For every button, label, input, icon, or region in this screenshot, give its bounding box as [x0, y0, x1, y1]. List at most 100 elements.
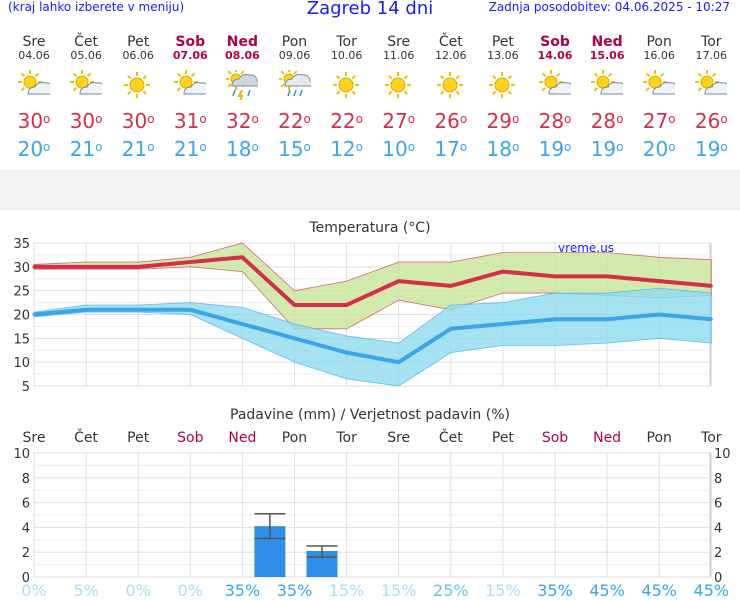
- day-name: Pon: [646, 34, 672, 50]
- max-temperature-point: [657, 279, 661, 283]
- min-temperature: 21o: [69, 137, 103, 161]
- max-temperature: 26o: [694, 109, 728, 133]
- day-column: Sre 04.06 30o 20o: [8, 34, 60, 160]
- max-temperature: 30o: [121, 109, 155, 133]
- sun-cloud-icon: [633, 70, 685, 100]
- precipitation-day-label: Sob: [542, 430, 568, 446]
- day-date: 10.06: [330, 49, 363, 62]
- day-date: 14.06: [537, 49, 573, 62]
- max-temperature: 22o: [330, 109, 363, 133]
- precipitation-y-tick-label-right: 10: [714, 447, 731, 462]
- day-date: 11.06: [382, 49, 415, 62]
- precipitation-probability-label: 0%: [126, 581, 151, 600]
- precipitation-day-label: Pet: [492, 430, 515, 446]
- precipitation-y-tick-label-right: 4: [714, 521, 722, 536]
- min-temperature: 17o: [434, 137, 468, 161]
- max-temperature-point: [449, 284, 453, 288]
- precipitation-probability-label: 15%: [329, 581, 365, 600]
- sun-icon: [321, 70, 373, 100]
- min-temperature: 18o: [225, 137, 259, 161]
- day-column: Ned 08.06 32o 18o: [216, 34, 268, 160]
- precipitation-day-label: Pon: [282, 430, 307, 446]
- precipitation-day-label: Čet: [439, 428, 463, 446]
- temperature-y-tick-label: 30: [13, 261, 30, 276]
- min-temperature-point: [449, 327, 453, 331]
- precipitation-day-label: Tor: [700, 430, 722, 446]
- max-temperature: 28o: [538, 109, 572, 133]
- min-temperature-point: [397, 360, 401, 364]
- day-name: Sre: [22, 34, 46, 50]
- max-temperature-point: [293, 303, 296, 307]
- min-temperature-line: [33, 307, 712, 365]
- precipitation-probability-label: 45%: [641, 581, 677, 600]
- day-date: 07.06: [172, 49, 208, 62]
- day-date: 06.06: [122, 49, 154, 62]
- precipitation-y-tick-label-left: 0: [22, 571, 30, 586]
- day-name: Pon: [281, 34, 308, 50]
- max-temperature-point: [345, 303, 349, 307]
- max-temperature-point: [32, 265, 36, 269]
- sun-cloud-icon: [60, 70, 112, 100]
- max-temperature: 27o: [382, 109, 416, 133]
- max-temperature: 31o: [173, 109, 207, 133]
- min-temperature: 19o: [694, 137, 728, 161]
- day-date: 17.06: [695, 49, 728, 62]
- min-temperature: 15o: [278, 137, 311, 161]
- day-column: Pet 13.06 29o 18o: [477, 34, 529, 160]
- day-name: Ned: [591, 34, 623, 50]
- precipitation-probability-label: 15%: [485, 581, 521, 600]
- precipitation-probability-label: 35%: [537, 581, 573, 600]
- min-temperature-point: [293, 336, 296, 340]
- max-temperature: 30o: [17, 109, 51, 133]
- max-temperature-point: [709, 284, 713, 288]
- min-temperature-point: [240, 322, 244, 326]
- min-temperature: 21o: [173, 137, 207, 161]
- precipitation-probability-label: 5%: [73, 581, 98, 600]
- min-temperature-point: [32, 313, 36, 316]
- precipitation-y-tick-label-left: 6: [22, 497, 30, 512]
- precipitation-day-label: Pet: [127, 430, 150, 446]
- thunderstorm-icon: [216, 68, 268, 102]
- precipitation-day-label: Sob: [177, 430, 203, 446]
- temperature-chart-title: Temperatura (°C): [308, 220, 430, 236]
- precipitation-probability-label: 0%: [178, 581, 203, 600]
- day-name: Sob: [175, 34, 206, 50]
- sun-cloud-icon: [529, 70, 581, 100]
- precipitation-probability-label: 35%: [277, 581, 313, 600]
- precipitation-y-tick-label-left: 4: [22, 521, 30, 536]
- location-menu-hint[interactable]: (kraj lahko izberete v meniju): [8, 0, 185, 14]
- precipitation-y-tick-label-left: 10: [13, 447, 30, 462]
- sun-cloud-icon: [8, 70, 60, 100]
- day-name: Tor: [701, 34, 722, 50]
- max-temperature: 30o: [69, 109, 103, 133]
- min-temperature: 12o: [330, 137, 363, 161]
- day-column: Pet 06.06 30o 21o: [112, 34, 164, 160]
- max-temperature: 32o: [225, 109, 259, 133]
- day-date: 04.06: [18, 49, 50, 62]
- day-column: Čet 05.06 30o 21o: [60, 34, 112, 160]
- max-temperature-point: [397, 279, 401, 283]
- max-temperature: 29o: [486, 109, 520, 133]
- min-temperature: 18o: [486, 137, 520, 161]
- day-date: 13.06: [487, 49, 519, 62]
- day-column: Tor 10.06 22o 12o: [321, 34, 373, 160]
- max-temperature-line: [34, 255, 712, 307]
- max-temperature-point: [240, 255, 244, 259]
- min-temperature-point: [345, 351, 349, 355]
- precipitation-day-label: Ned: [593, 430, 621, 446]
- min-temperature-point: [84, 308, 88, 312]
- min-temperature: 19o: [590, 137, 624, 161]
- precipitation-probability-label: 35%: [225, 581, 261, 600]
- max-temperature: 28o: [590, 109, 624, 133]
- sun-icon: [477, 70, 529, 100]
- day-name: Pet: [491, 34, 514, 50]
- sun-cloud-icon: [581, 70, 633, 100]
- day-name: Pet: [127, 34, 150, 50]
- min-temperature: 10o: [382, 137, 416, 161]
- precipitation-day-label: Ned: [228, 430, 256, 446]
- min-temperature-point: [553, 317, 557, 321]
- day-date: 05.06: [70, 49, 102, 62]
- precipitation-probability-label: 25%: [433, 581, 469, 600]
- day-name: Sob: [540, 34, 570, 50]
